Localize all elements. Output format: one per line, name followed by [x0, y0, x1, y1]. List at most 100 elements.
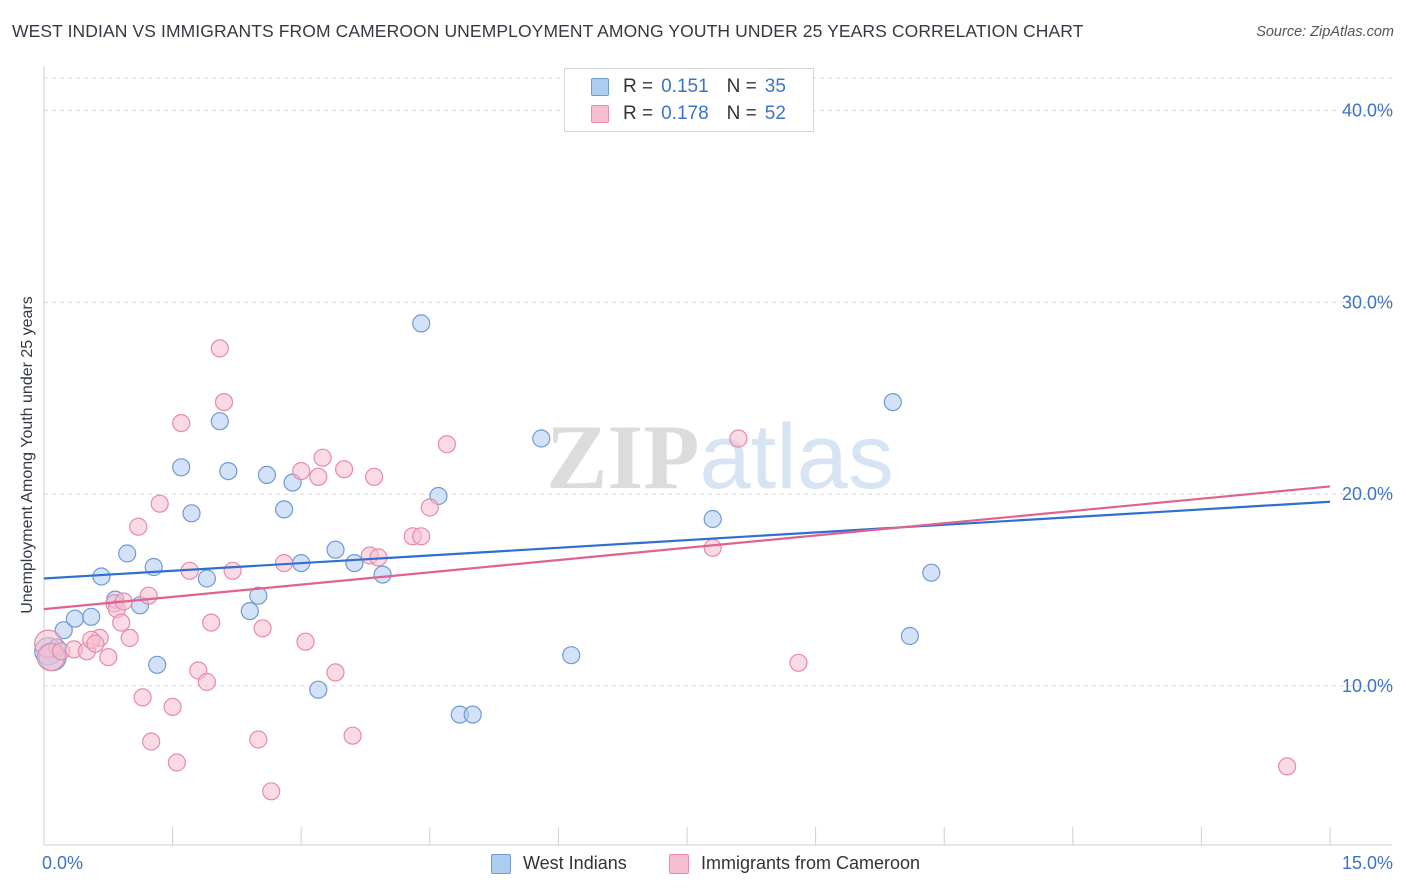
bottom-legend-label: West Indians [523, 853, 627, 873]
trend-line-west-indians [43, 500, 1331, 580]
trend-line-cameroon [43, 485, 1331, 611]
point-west-indian [172, 458, 191, 477]
y-axis-label: Unemployment Among Youth under 25 years [19, 296, 36, 614]
point-west-indian [703, 509, 722, 529]
legend-r-label: R = [623, 103, 654, 124]
point-cameroon [420, 498, 439, 517]
point-west-indian [373, 565, 392, 584]
point-cameroon [120, 628, 139, 648]
legend-row-cameroon: R = 0.178 N = 52 [591, 103, 786, 125]
point-cameroon [202, 613, 221, 632]
y-tick-label: 30.0% [1342, 292, 1393, 312]
point-west-indian [249, 586, 268, 605]
point-cameroon [343, 726, 362, 745]
point-cameroon [703, 538, 722, 557]
point-west-indian [922, 563, 941, 582]
bottom-legend-cameroon: Immigrants from Cameroon [669, 853, 920, 874]
point-west-indian [82, 607, 101, 626]
axes-layer [43, 66, 1392, 846]
point-west-indian [412, 314, 431, 333]
trend-layer [43, 485, 1331, 611]
bottom-legend-swatch-pink [669, 853, 689, 874]
point-west-indian [219, 462, 238, 481]
point-cameroon [335, 460, 354, 479]
point-cameroon [210, 339, 229, 358]
point-west-indian [182, 504, 201, 523]
bottom-legend-swatch-blue [491, 853, 511, 874]
point-west-indian [326, 540, 345, 559]
point-cameroon [326, 663, 345, 682]
watermark-zip: ZIP [546, 406, 699, 508]
point-cameroon [163, 697, 182, 717]
point-cameroon [99, 647, 118, 667]
point-west-indian [210, 412, 229, 431]
point-cameroon [129, 517, 148, 536]
legend-r-value: 0.178 [661, 103, 709, 124]
point-cameroon [249, 730, 268, 749]
point-west-indian [900, 626, 920, 646]
point-cameroon [412, 527, 431, 546]
grid-layer [44, 77, 1392, 687]
point-cameroon [112, 613, 131, 632]
y-tick-label: 10.0% [1342, 676, 1393, 696]
legend-n-value: 52 [764, 103, 786, 124]
point-west-indian [275, 500, 294, 519]
points-layer [34, 314, 1297, 801]
legend-n-label: N = [726, 103, 757, 124]
source-label: Source: ZipAtlas.com [1256, 24, 1394, 40]
x-tick-label: 15.0% [1342, 853, 1393, 873]
point-cameroon [1277, 757, 1297, 776]
legend-n-label: N = [726, 76, 757, 97]
point-cameroon [437, 435, 456, 454]
point-west-indian [240, 601, 259, 621]
point-cameroon [197, 672, 216, 692]
legend-n-value: 35 [764, 76, 786, 97]
correlation-legend: R = 0.151 N = 35 R = 0.178 N = 52 [564, 68, 814, 132]
legend-r-value: 0.151 [661, 76, 709, 97]
point-cameroon [729, 429, 748, 448]
x-tick-label: 0.0% [42, 853, 83, 873]
point-cameroon [172, 414, 191, 433]
bottom-legend-label: Immigrants from Cameroon [701, 853, 921, 873]
point-cameroon [150, 494, 169, 513]
point-cameroon [309, 467, 328, 486]
legend-r-label: R = [623, 76, 654, 97]
point-cameroon [262, 782, 281, 801]
point-cameroon [253, 619, 272, 638]
point-cameroon [789, 653, 808, 672]
point-cameroon [167, 753, 186, 772]
watermark-atlas: atlas [700, 406, 894, 508]
chart-title: WEST INDIAN VS IMMIGRANTS FROM CAMEROON … [12, 21, 1084, 41]
point-cameroon [133, 688, 152, 707]
point-west-indian [883, 393, 902, 412]
point-west-indian [532, 429, 551, 448]
point-west-indian [65, 609, 85, 628]
point-cameroon [365, 467, 384, 486]
bottom-legend-west-indians: West Indians [491, 853, 627, 874]
point-west-indian [118, 544, 137, 563]
point-west-indian [257, 465, 276, 484]
point-west-indian [345, 553, 364, 573]
tick-label-layer: 10.0% 20.0% 30.0% 40.0% 0.0% 15.0% [42, 101, 1393, 873]
point-west-indian [148, 655, 167, 674]
point-cameroon [292, 462, 311, 481]
y-tick-label: 40.0% [1342, 101, 1393, 121]
point-cameroon [313, 448, 332, 467]
legend-swatch-pink [591, 105, 609, 123]
watermark: ZIPatlas [546, 406, 894, 508]
point-cameroon [223, 561, 242, 580]
point-west-indian [197, 569, 216, 588]
point-cameroon [139, 586, 158, 605]
point-west-indian [463, 705, 482, 724]
point-cameroon [296, 632, 315, 651]
point-cameroon [214, 393, 234, 412]
legend-row-west-indians: R = 0.151 N = 35 [591, 76, 786, 98]
point-west-indian [54, 621, 73, 640]
point-west-indian [562, 646, 581, 665]
point-west-indian [309, 680, 328, 699]
point-cameroon [142, 732, 161, 751]
legend-swatch-blue [591, 78, 609, 96]
y-tick-label: 20.0% [1342, 484, 1393, 504]
point-cameroon [86, 634, 105, 653]
